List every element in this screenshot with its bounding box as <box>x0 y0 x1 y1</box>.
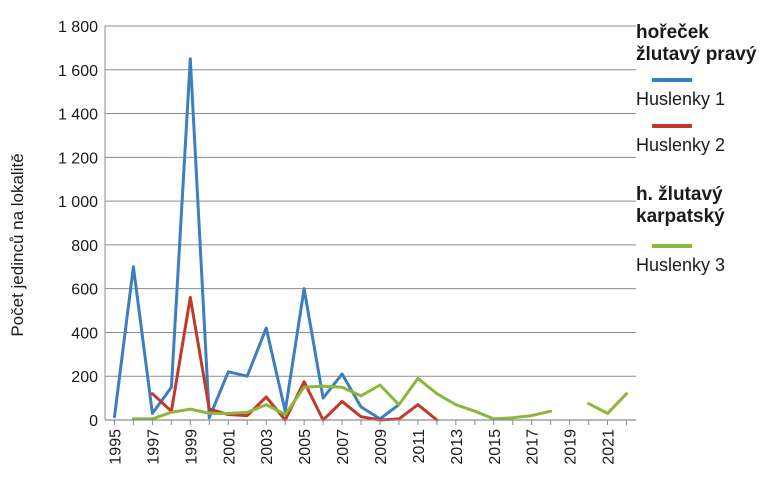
y-tick-label: 1 200 <box>58 150 98 167</box>
x-tick-label: 1997 <box>145 429 162 465</box>
series-layer <box>113 57 628 422</box>
grid-lines <box>105 25 636 421</box>
x-tick-label: 2021 <box>601 429 618 465</box>
legend-label-huslenky-3: Huslenky 3 <box>636 255 726 275</box>
y-tick-label: 400 <box>71 325 98 342</box>
legend-group-title-2: h. žlutavý karpatský <box>636 184 725 227</box>
legend: hořeček žlutavý pravý Huslenky 1 Huslenk… <box>636 22 761 276</box>
x-tick-label: 2017 <box>525 429 542 465</box>
x-tick-label: 2015 <box>487 429 504 465</box>
series-line-3 <box>131 376 553 421</box>
x-tick-label: 1999 <box>183 429 200 465</box>
y-tick-label: 0 <box>89 413 98 430</box>
axis-layer: 0 200 400 600 800 1 000 1 200 1 400 1 600 1 800 19… <box>58 19 636 465</box>
y-tick-label: 800 <box>71 238 98 255</box>
x-tick-label: 2013 <box>449 429 466 465</box>
x-tick-label: 2001 <box>221 429 238 465</box>
legend-line-huslenky-2 <box>652 124 692 128</box>
y-tick-label: 1 800 <box>58 19 98 36</box>
x-tick-label: 2003 <box>259 429 276 465</box>
x-tick-label: 2005 <box>297 429 314 465</box>
y-tick-label: 600 <box>71 282 98 299</box>
x-tick-label: 1995 <box>107 429 124 465</box>
legend-line-huslenky-1 <box>652 78 692 82</box>
x-tick-label: 2011 <box>411 429 428 464</box>
series-line-3 <box>587 392 628 415</box>
y-tick-label: 1 000 <box>58 194 98 211</box>
legend-group-title-1: hořeček žlutavý pravý <box>636 22 757 65</box>
x-tick-label: 2019 <box>563 429 580 465</box>
legend-line-huslenky-3 <box>652 244 692 248</box>
series-line-1 <box>113 57 401 421</box>
legend-label-huslenky-2: Huslenky 2 <box>636 135 726 155</box>
y-axis-label: Počet jedinců na lokalitě <box>8 153 27 336</box>
x-tick-label: 2007 <box>335 429 352 465</box>
x-tick-label: 2009 <box>373 429 390 465</box>
y-tick-label: 1 400 <box>58 107 98 124</box>
legend-label-huslenky-1: Huslenky 1 <box>636 89 726 109</box>
y-tick-label: 1 600 <box>58 63 98 80</box>
y-tick-label: 200 <box>71 369 98 386</box>
